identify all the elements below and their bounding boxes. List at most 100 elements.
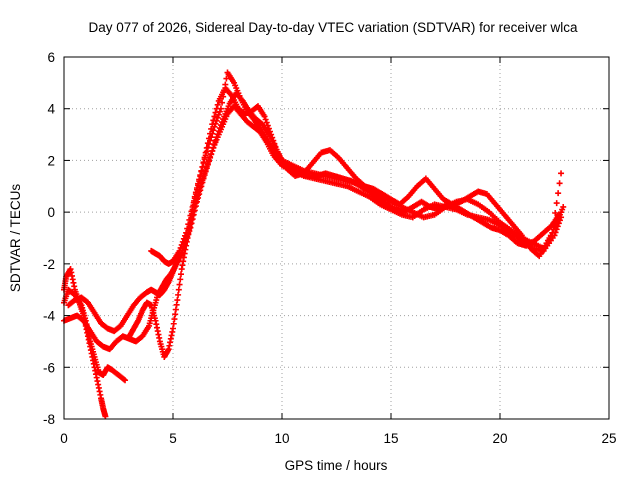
data-point — [192, 189, 199, 196]
y-tick-label: 4 — [47, 102, 55, 117]
data-point — [211, 113, 218, 120]
data-point — [211, 123, 218, 130]
data-point — [178, 241, 185, 248]
data-point — [213, 134, 220, 141]
data-point — [203, 165, 210, 172]
data-point — [209, 147, 216, 154]
data-point — [176, 247, 183, 254]
data-point — [214, 114, 221, 121]
grid — [64, 57, 609, 419]
data-point — [216, 108, 223, 115]
data-point — [198, 183, 205, 190]
data-point — [193, 185, 200, 192]
data-point — [271, 140, 278, 147]
data-point — [205, 158, 212, 165]
y-tick-label: -4 — [43, 309, 55, 324]
series-track-6 — [126, 69, 565, 360]
data-point — [265, 125, 272, 132]
data-point — [263, 119, 270, 126]
data-point — [213, 117, 220, 124]
y-tick-label: 6 — [47, 50, 55, 65]
data-point — [555, 190, 562, 197]
data-point — [122, 377, 129, 384]
x-tick-label: 5 — [169, 431, 177, 446]
data-point — [219, 119, 226, 126]
data-point — [222, 81, 229, 88]
data-point — [558, 170, 565, 177]
x-axis-label: GPS time / hours — [285, 458, 388, 473]
data-point — [553, 200, 560, 207]
y-tick-label: -6 — [43, 360, 55, 375]
data-point — [223, 75, 230, 82]
data-point — [188, 220, 195, 227]
data-point — [552, 210, 559, 217]
chart-title: Day 077 of 2026, Sidereal Day-to-day VTE… — [89, 20, 578, 35]
data-point — [196, 176, 203, 183]
data-point — [267, 128, 274, 135]
x-tick-label: 15 — [383, 431, 398, 446]
data-point — [197, 172, 204, 179]
data-point — [200, 175, 207, 182]
data-point — [212, 109, 219, 116]
y-tick-label: -2 — [43, 257, 55, 272]
data-point — [214, 101, 221, 108]
data-point — [198, 167, 205, 174]
data-point — [208, 151, 215, 158]
data-point — [202, 152, 209, 159]
x-tick-label: 20 — [492, 431, 507, 446]
data-point — [195, 180, 202, 187]
data-point — [268, 131, 275, 138]
data-point — [217, 122, 224, 129]
data-point — [193, 198, 200, 205]
data-point — [204, 161, 211, 168]
data-point — [210, 127, 217, 134]
data-point — [203, 148, 210, 155]
data-point — [208, 134, 215, 141]
data-point — [176, 281, 183, 288]
data-point — [261, 113, 268, 120]
data-point — [217, 105, 224, 112]
x-tick-label: 0 — [60, 431, 68, 446]
data-point — [550, 219, 557, 226]
data-point — [175, 291, 182, 298]
x-tick-label: 10 — [274, 431, 289, 446]
data-point — [550, 226, 557, 233]
y-axis-label: SDTVAR / TECUs — [8, 184, 23, 293]
data-point — [549, 229, 556, 236]
data-point — [204, 144, 211, 151]
data-point — [270, 137, 277, 144]
data-point — [210, 144, 217, 151]
data-point — [177, 276, 184, 283]
data-point — [199, 163, 206, 170]
y-tick-label: 0 — [47, 205, 55, 220]
data-point — [177, 271, 184, 278]
data-point — [221, 87, 228, 94]
y-tick-label: -8 — [43, 412, 55, 427]
data-point — [220, 93, 227, 100]
data-point — [180, 235, 187, 242]
data-point — [102, 413, 109, 420]
data-point — [560, 203, 567, 210]
series-track-5 — [148, 85, 567, 267]
data-point — [207, 137, 214, 144]
data-point — [264, 122, 271, 129]
data-point — [175, 286, 182, 293]
data-point — [212, 137, 219, 144]
data-point — [214, 131, 221, 138]
data-point — [262, 116, 269, 123]
data-point — [120, 376, 127, 383]
data-series — [61, 69, 567, 420]
y-tick-label: 2 — [47, 153, 55, 168]
data-point — [212, 120, 219, 127]
data-point — [174, 297, 181, 304]
data-point — [215, 128, 222, 135]
data-point — [552, 222, 559, 229]
data-point — [219, 99, 226, 106]
data-point — [215, 111, 222, 118]
data-point — [201, 156, 208, 163]
x-tick-label: 25 — [601, 431, 616, 446]
data-point — [269, 134, 276, 141]
data-point — [209, 130, 216, 137]
data-point — [177, 244, 184, 251]
